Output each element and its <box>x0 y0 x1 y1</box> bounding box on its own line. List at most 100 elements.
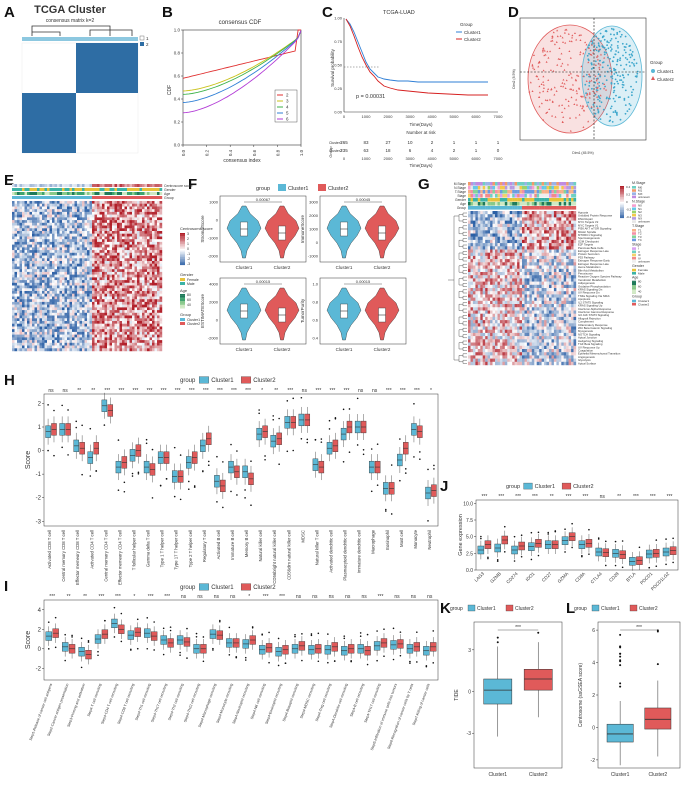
panel-e-heat-cell <box>109 282 113 286</box>
panel-d-point-cluster1 <box>605 29 607 32</box>
panel-g-heat-cell <box>563 217 567 221</box>
panel-e-heat-cell <box>49 203 53 207</box>
panel-f-violins: group Cluster1 Cluster2 StromalScore1000… <box>200 184 407 352</box>
panel-e-heat-cell <box>77 310 80 314</box>
panel-e-heat-cell <box>144 299 148 303</box>
panel-f-xtick-label: Cluster1 <box>236 347 253 352</box>
panel-e-heat-cell <box>137 331 140 335</box>
panel-e-heat-cell <box>57 301 60 305</box>
panel-e-heat-cell <box>107 291 110 294</box>
panel-e-heat-cell <box>64 342 68 346</box>
panel-g-anno-cell <box>549 194 552 198</box>
panel-e-heat-cell <box>92 222 95 226</box>
panel-g-heat-cell <box>472 211 476 215</box>
panel-e-heat-cell <box>149 250 153 254</box>
panel-c-risk-label: Group <box>328 146 333 158</box>
panel-e-heat-cell <box>59 258 63 262</box>
panel-e-heat-cell <box>79 304 83 308</box>
panel-e-heat-cell <box>109 236 113 240</box>
panel-e-anno-gender <box>129 188 133 191</box>
panel-e-heat-cell <box>107 228 110 232</box>
panel-e-heat-cell <box>62 307 65 311</box>
panel-d-point-cluster2 <box>558 104 561 107</box>
panel-e-heat-cell <box>32 203 35 207</box>
panel-d-point-cluster2 <box>564 87 567 90</box>
panel-e-heat-cell <box>42 282 45 286</box>
panel-e-anno-group <box>134 196 138 199</box>
panel-e-heat-cell <box>52 201 55 204</box>
panel-e-anno-gender <box>89 188 93 191</box>
panel-g-anno-cell <box>573 182 577 186</box>
panel-e-heat-cell <box>102 277 105 281</box>
panel-e-heat-cell <box>122 236 125 240</box>
panel-e-heat-cell <box>129 280 133 284</box>
panel-e-heat-cell <box>124 315 128 319</box>
panel-e-heat-cell <box>44 211 48 215</box>
panel-g-heat-cell <box>475 230 479 234</box>
panel-d-ylabel: Dim2 (8.5%) <box>512 69 516 88</box>
panel-e-heat-cell <box>67 255 70 259</box>
panel-e-heat-cell <box>49 321 53 324</box>
panel-d-point-cluster2 <box>587 61 590 64</box>
panel-d-point-cluster1 <box>621 74 624 76</box>
panel-e-heat-cell <box>157 247 160 251</box>
panel-e-heat-cell <box>54 233 58 237</box>
panel-d-point-cluster1 <box>610 48 613 50</box>
panel-e-heat-cell <box>154 241 158 245</box>
panel-g-heat-cell <box>509 214 513 218</box>
panel-e-heat-cell <box>14 291 18 294</box>
panel-e-heat-cell <box>139 318 143 322</box>
panel-e-heat-cell <box>62 201 65 204</box>
panel-e-heat-cell <box>37 233 40 237</box>
panel-e-heat-cell <box>72 255 75 259</box>
panel-e-heat-cell <box>34 252 38 256</box>
panel-e-heat-cell <box>109 280 113 284</box>
panel-f-xtick-label: Cluster2 <box>374 265 391 270</box>
panel-e-heat-cell <box>127 310 130 314</box>
panel-d-point-cluster2 <box>575 38 578 41</box>
panel-e-heat-cell <box>22 258 25 262</box>
panel-d-point-cluster1 <box>602 35 604 38</box>
panel-e-heat-cell <box>47 299 50 303</box>
panel-d-point-cluster1 <box>617 82 619 85</box>
panel-g-heat-cell <box>568 227 572 231</box>
panel-d-point-cluster2 <box>598 48 601 51</box>
panel-d-point-cluster2 <box>556 35 559 38</box>
panel-g-heat-cell <box>497 220 501 225</box>
panel-g-heat-cell <box>499 217 503 221</box>
panel-e-heat-cell <box>89 258 93 262</box>
panel-d-point-cluster2 <box>597 62 600 65</box>
panel-e-heat-cell <box>42 250 45 254</box>
panel-d-point-cluster2 <box>572 88 575 91</box>
panel-g-anno-cell <box>529 186 533 190</box>
panel-e-heat-cell <box>154 310 158 314</box>
panel-e-heat-cell <box>77 304 80 308</box>
panel-e-anno-age <box>22 192 25 195</box>
panel-e-heat-cell <box>122 203 125 207</box>
panel-g-heat-cell <box>531 214 535 218</box>
panel-e-heat-cell <box>54 342 58 346</box>
panel-e-heat-cell <box>22 315 25 319</box>
panel-e-heat-cell <box>34 340 38 344</box>
panel-e-heat-cell <box>74 334 78 338</box>
panel-e-heat-cell <box>154 271 158 275</box>
panel-e-heat-cell <box>24 244 28 248</box>
panel-g-heat-cell <box>524 214 528 218</box>
panel-g-anno-cell <box>517 206 520 210</box>
panel-e-heat-cell <box>92 318 95 322</box>
panel-g-heat-cell <box>566 217 569 221</box>
panel-e-heat-cell <box>117 233 120 237</box>
panel-e-heat-cell <box>127 340 130 344</box>
panel-e-heat-cell <box>109 247 113 251</box>
panel-e-heat-cell <box>72 206 75 210</box>
panel-e-heat-cell <box>152 310 155 314</box>
panel-e-heat-cell <box>129 334 133 338</box>
panel-e-heat-cell <box>124 342 128 346</box>
panel-e-heat-cell <box>12 285 15 289</box>
panel-e-heat-cell <box>64 304 68 308</box>
panel-e-heat-cell <box>159 258 163 262</box>
panel-g-heat-cell <box>487 236 491 241</box>
panel-g-anno-cell <box>514 186 518 190</box>
panel-e-heat-cell <box>54 282 58 286</box>
panel-e-heat-cell <box>72 225 75 229</box>
